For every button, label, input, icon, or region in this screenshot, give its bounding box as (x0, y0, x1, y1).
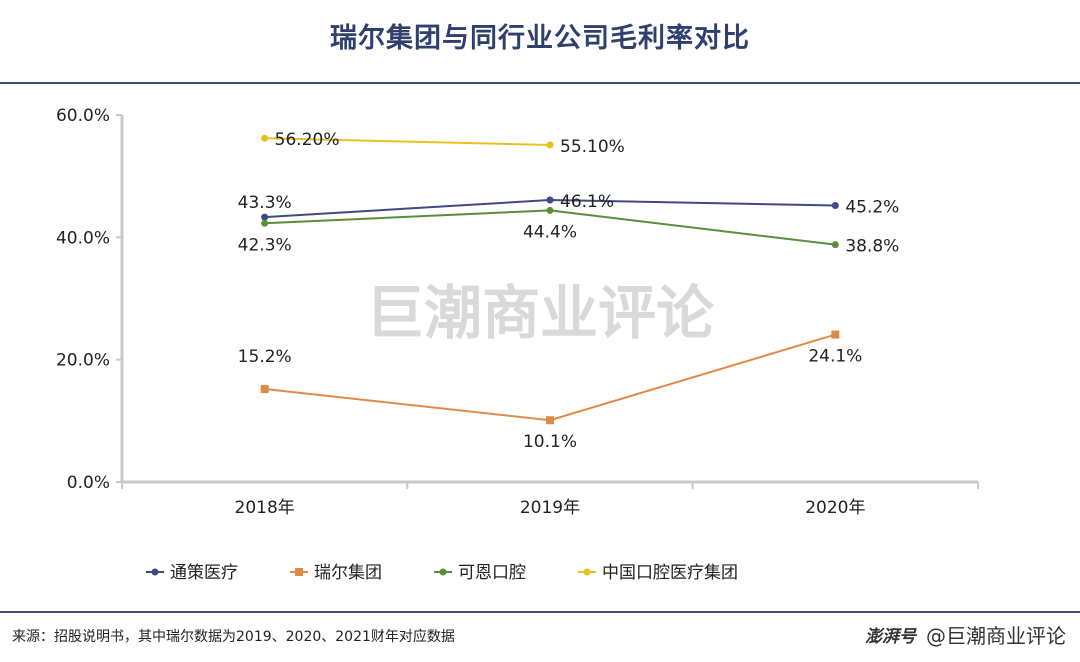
x-tick-label: 2019年 (520, 498, 580, 518)
data-label: 56.20% (275, 130, 340, 150)
data-point (546, 196, 554, 204)
data-point (831, 241, 839, 249)
x-tick-label: 2018年 (235, 498, 295, 518)
data-label: 55.10% (560, 137, 625, 157)
footer-divider (0, 611, 1080, 613)
data-label: 43.3% (238, 193, 292, 213)
legend-marker (583, 568, 591, 576)
data-label: 10.1% (523, 432, 577, 452)
legend-marker (151, 568, 159, 576)
y-tick-label: 20.0% (56, 351, 110, 371)
data-label: 38.8% (845, 237, 899, 257)
y-tick-label: 40.0% (56, 228, 110, 248)
data-point (831, 202, 839, 210)
data-point (546, 416, 554, 425)
series-layer: 43.3% 46.1% 45.2% 15.2% 10.1% 24.1% 42.3% 44.4%… (238, 130, 900, 452)
series-line (264, 333, 836, 422)
data-label: 24.1% (808, 347, 862, 367)
data-point (546, 206, 554, 214)
chart-axes: 0.0% 20.0% 40.0% 60.0% 2018年 2019年 2020年 (56, 106, 979, 518)
data-label: 15.2% (238, 347, 292, 367)
credit-handle: @巨潮商业评论 (926, 624, 1066, 648)
legend-label: 瑞尔集团 (314, 563, 382, 583)
legend-label: 中国口腔医疗集团 (602, 563, 738, 583)
data-label: 46.1% (560, 192, 614, 212)
source-note: 来源：招股说明书，其中瑞尔数据为2019、2020、2021财年对应数据 (12, 629, 455, 645)
legend-marker (295, 568, 303, 576)
chart-title: 瑞尔集团与同行业公司毛利率对比 (330, 23, 750, 54)
legend-item: 中国口腔医疗集团 (578, 563, 738, 583)
series-2: 42.3% 44.4% 38.8% (238, 206, 899, 257)
data-point (261, 213, 269, 221)
data-label: 42.3% (238, 235, 292, 255)
legend-item: 可恩口腔 (434, 563, 526, 583)
data-point (546, 141, 554, 149)
publisher-logo: 澎湃号 (865, 627, 916, 647)
legend-item: 瑞尔集团 (290, 563, 382, 583)
legend-item: 通策医疗 (146, 563, 238, 583)
data-point (261, 219, 269, 227)
y-tick-label: 0.0% (67, 473, 110, 493)
legend-label: 通策医疗 (170, 563, 238, 583)
title-divider (0, 82, 1080, 84)
credit: 澎湃号 @巨潮商业评论 (865, 620, 1066, 649)
legend: 通策医疗 瑞尔集团 可恩口腔 中国口腔医疗集团 (146, 563, 738, 583)
data-label: 45.2% (845, 198, 899, 218)
legend-label: 可恩口腔 (458, 563, 526, 583)
series-0: 43.3% 46.1% 45.2% (238, 192, 899, 221)
data-label: 44.4% (523, 222, 577, 242)
legend-marker (439, 568, 447, 576)
x-tick-label: 2020年 (805, 498, 865, 518)
series-1: 15.2% 10.1% 24.1% (238, 330, 862, 452)
series-line (264, 137, 551, 146)
line-chart: 0.0% 20.0% 40.0% 60.0% 2018年 2019年 2020年 巨潮商业评… (56, 106, 979, 583)
data-point (831, 330, 840, 339)
y-tick-label: 60.0% (56, 106, 110, 126)
series-3: 56.20% 55.10% (261, 130, 625, 157)
data-point (260, 385, 269, 394)
watermark: 巨潮商业评论 (366, 279, 715, 347)
data-point (261, 134, 269, 142)
